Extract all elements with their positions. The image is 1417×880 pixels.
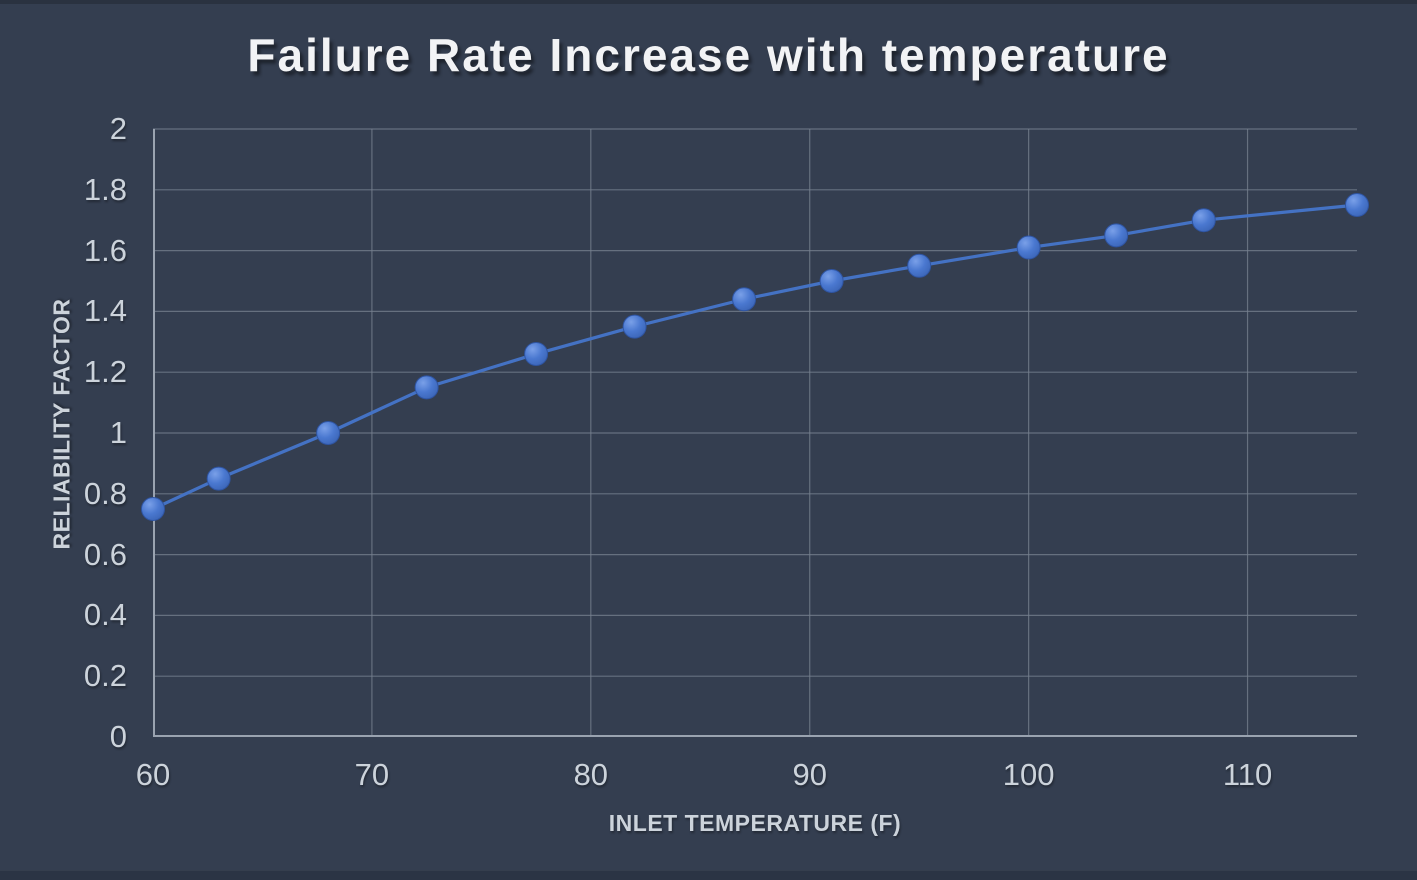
data-point-marker bbox=[1016, 235, 1041, 260]
top-edge-strip bbox=[0, 0, 1417, 4]
data-point-marker bbox=[414, 375, 439, 400]
data-point-marker bbox=[316, 421, 341, 445]
data-point-marker bbox=[819, 269, 844, 293]
x-tick-label: 70 bbox=[354, 757, 390, 792]
gridlines bbox=[153, 128, 1357, 737]
x-tick-label: 60 bbox=[135, 757, 171, 792]
data-point-marker bbox=[622, 314, 647, 339]
y-axis-title: RELIABILITY FACTOR bbox=[48, 298, 75, 550]
bottom-edge-strip bbox=[0, 870, 1417, 880]
chart-title: Failure Rate Increase with temperature bbox=[247, 29, 1170, 81]
y-tick-label: 0 bbox=[109, 719, 127, 754]
x-axis-title: INLET TEMPERATURE (F) bbox=[608, 810, 902, 836]
x-tick-label: 80 bbox=[573, 757, 609, 792]
plot-area bbox=[141, 128, 1369, 737]
y-tick-label: 0.8 bbox=[83, 475, 127, 511]
y-tick-label: 1 bbox=[109, 415, 127, 450]
data-point-marker bbox=[732, 287, 757, 312]
x-tick-label: 90 bbox=[792, 757, 827, 792]
data-point-marker bbox=[907, 253, 932, 278]
y-tick-label: 0.2 bbox=[83, 658, 127, 694]
y-tick-label: 1.6 bbox=[83, 232, 127, 268]
data-point-marker bbox=[524, 341, 549, 366]
y-tick-label: 0.4 bbox=[83, 597, 127, 633]
data-point-marker bbox=[1345, 193, 1369, 217]
data-point-marker bbox=[141, 497, 165, 521]
x-tick-label: 110 bbox=[1222, 757, 1273, 792]
y-tick-label: 0.6 bbox=[83, 536, 127, 572]
y-tick-label: 2 bbox=[109, 111, 127, 146]
y-tick-label: 1.4 bbox=[83, 293, 127, 329]
data-point-marker bbox=[1104, 223, 1129, 248]
data-point-marker bbox=[206, 466, 231, 491]
data-point-marker bbox=[1191, 208, 1216, 233]
axis-lines bbox=[153, 129, 1357, 737]
y-tick-label: 1.2 bbox=[83, 354, 127, 390]
x-tick-label: 100 bbox=[1002, 757, 1055, 792]
y-tick-label: 1.8 bbox=[83, 171, 127, 207]
data-points bbox=[141, 193, 1369, 521]
